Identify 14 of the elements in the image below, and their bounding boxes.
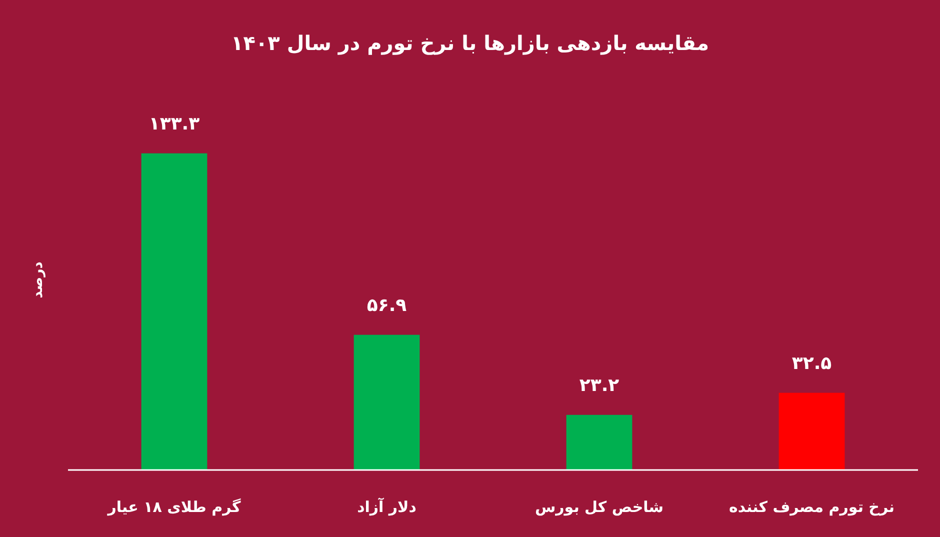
data-label: ۵۶.۹: [366, 294, 407, 316]
bar: [354, 334, 420, 470]
bar: [566, 414, 632, 470]
x-tick-label: شاخص کل بورس: [534, 498, 664, 516]
x-tick-label: دلار آزاد: [357, 497, 417, 516]
x-tick-label: نرخ تورم مصرف کننده: [729, 498, 894, 516]
bar: [141, 153, 208, 470]
data-label: ۲۳.۲: [579, 374, 620, 396]
data-label: ۳۲.۵: [792, 352, 832, 374]
chart-title: مقایسه بازدهی بازارها با نرخ تورم در سال ۱۴۰۳: [231, 31, 709, 55]
data-label: ۱۳۳.۳: [148, 113, 200, 134]
y-axis-title: درصد: [30, 262, 46, 298]
bar: [778, 392, 845, 470]
x-tick-label: گرم طلای ۱۸ عیار: [106, 498, 241, 516]
